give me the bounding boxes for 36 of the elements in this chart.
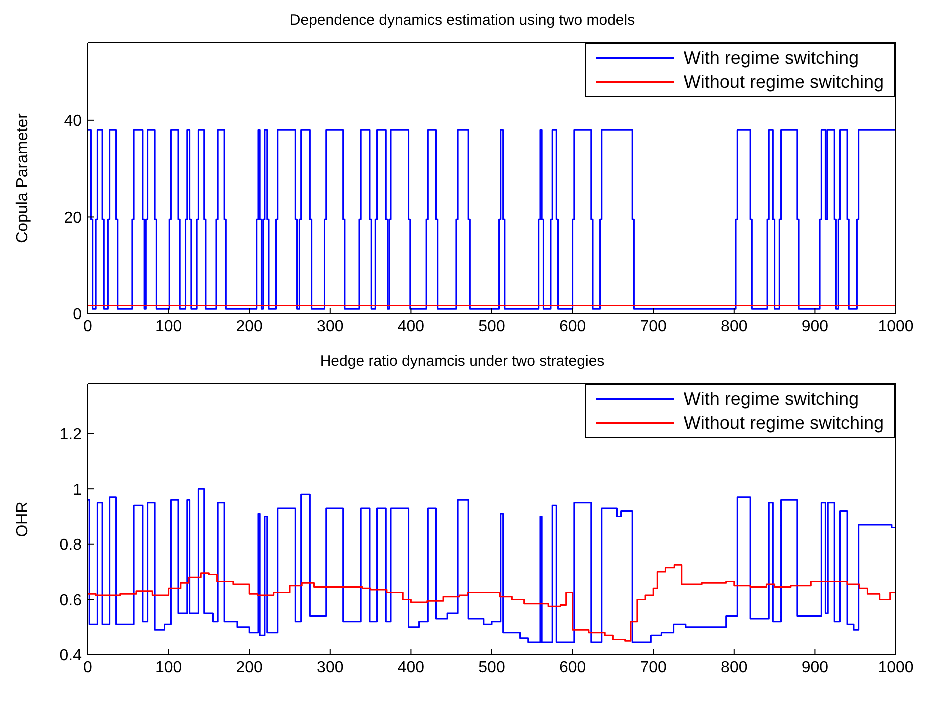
x-tick-label: 600 bbox=[559, 659, 586, 676]
x-tick-label: 400 bbox=[398, 659, 425, 676]
y-tick-label: 0 bbox=[73, 306, 82, 324]
y-tick-label: 0.8 bbox=[60, 537, 82, 554]
x-tick-label: 200 bbox=[236, 318, 264, 336]
x-tick-label: 700 bbox=[640, 318, 668, 336]
x-tick-label: 400 bbox=[398, 318, 425, 336]
y-axis-title: OHR bbox=[14, 502, 32, 538]
x-tick-label: 700 bbox=[640, 659, 668, 676]
x-tick-label: 900 bbox=[802, 318, 829, 336]
x-tick-label: 200 bbox=[236, 659, 264, 676]
x-tick-label: 600 bbox=[559, 318, 586, 336]
x-tick-label: 100 bbox=[155, 318, 182, 336]
y-axis-title: Copula Parameter bbox=[14, 112, 32, 244]
x-tick-label: 800 bbox=[721, 318, 748, 336]
chart-title: Hedge ratio dynamcis under two strategies bbox=[319, 352, 606, 372]
x-tick-label: 300 bbox=[317, 318, 344, 336]
y-tick-label: 20 bbox=[64, 210, 82, 227]
legend-label: With regime switching bbox=[684, 48, 859, 68]
chart-title: Dependence dynamics estimation using two models bbox=[288, 11, 636, 31]
x-tick-label: 800 bbox=[721, 659, 748, 676]
y-tick-label: 0.4 bbox=[60, 648, 82, 665]
legend-label: Without regime switching bbox=[684, 72, 884, 92]
x-tick-label: 900 bbox=[802, 659, 829, 676]
x-tick-label: 100 bbox=[155, 659, 182, 676]
y-tick-label: 0.6 bbox=[60, 592, 82, 610]
x-tick-label: 1000 bbox=[878, 318, 914, 336]
legend-label: With regime switching bbox=[684, 388, 859, 410]
y-tick-label: 1.2 bbox=[60, 426, 82, 444]
legend-label: Without regime switching bbox=[684, 412, 884, 434]
x-tick-label: 500 bbox=[478, 318, 506, 336]
y-tick-label: 1 bbox=[73, 482, 82, 499]
x-tick-label: 300 bbox=[317, 659, 344, 676]
y-tick-label: 40 bbox=[64, 113, 82, 130]
x-tick-label: 500 bbox=[478, 659, 506, 676]
x-tick-label: 1000 bbox=[878, 659, 914, 676]
